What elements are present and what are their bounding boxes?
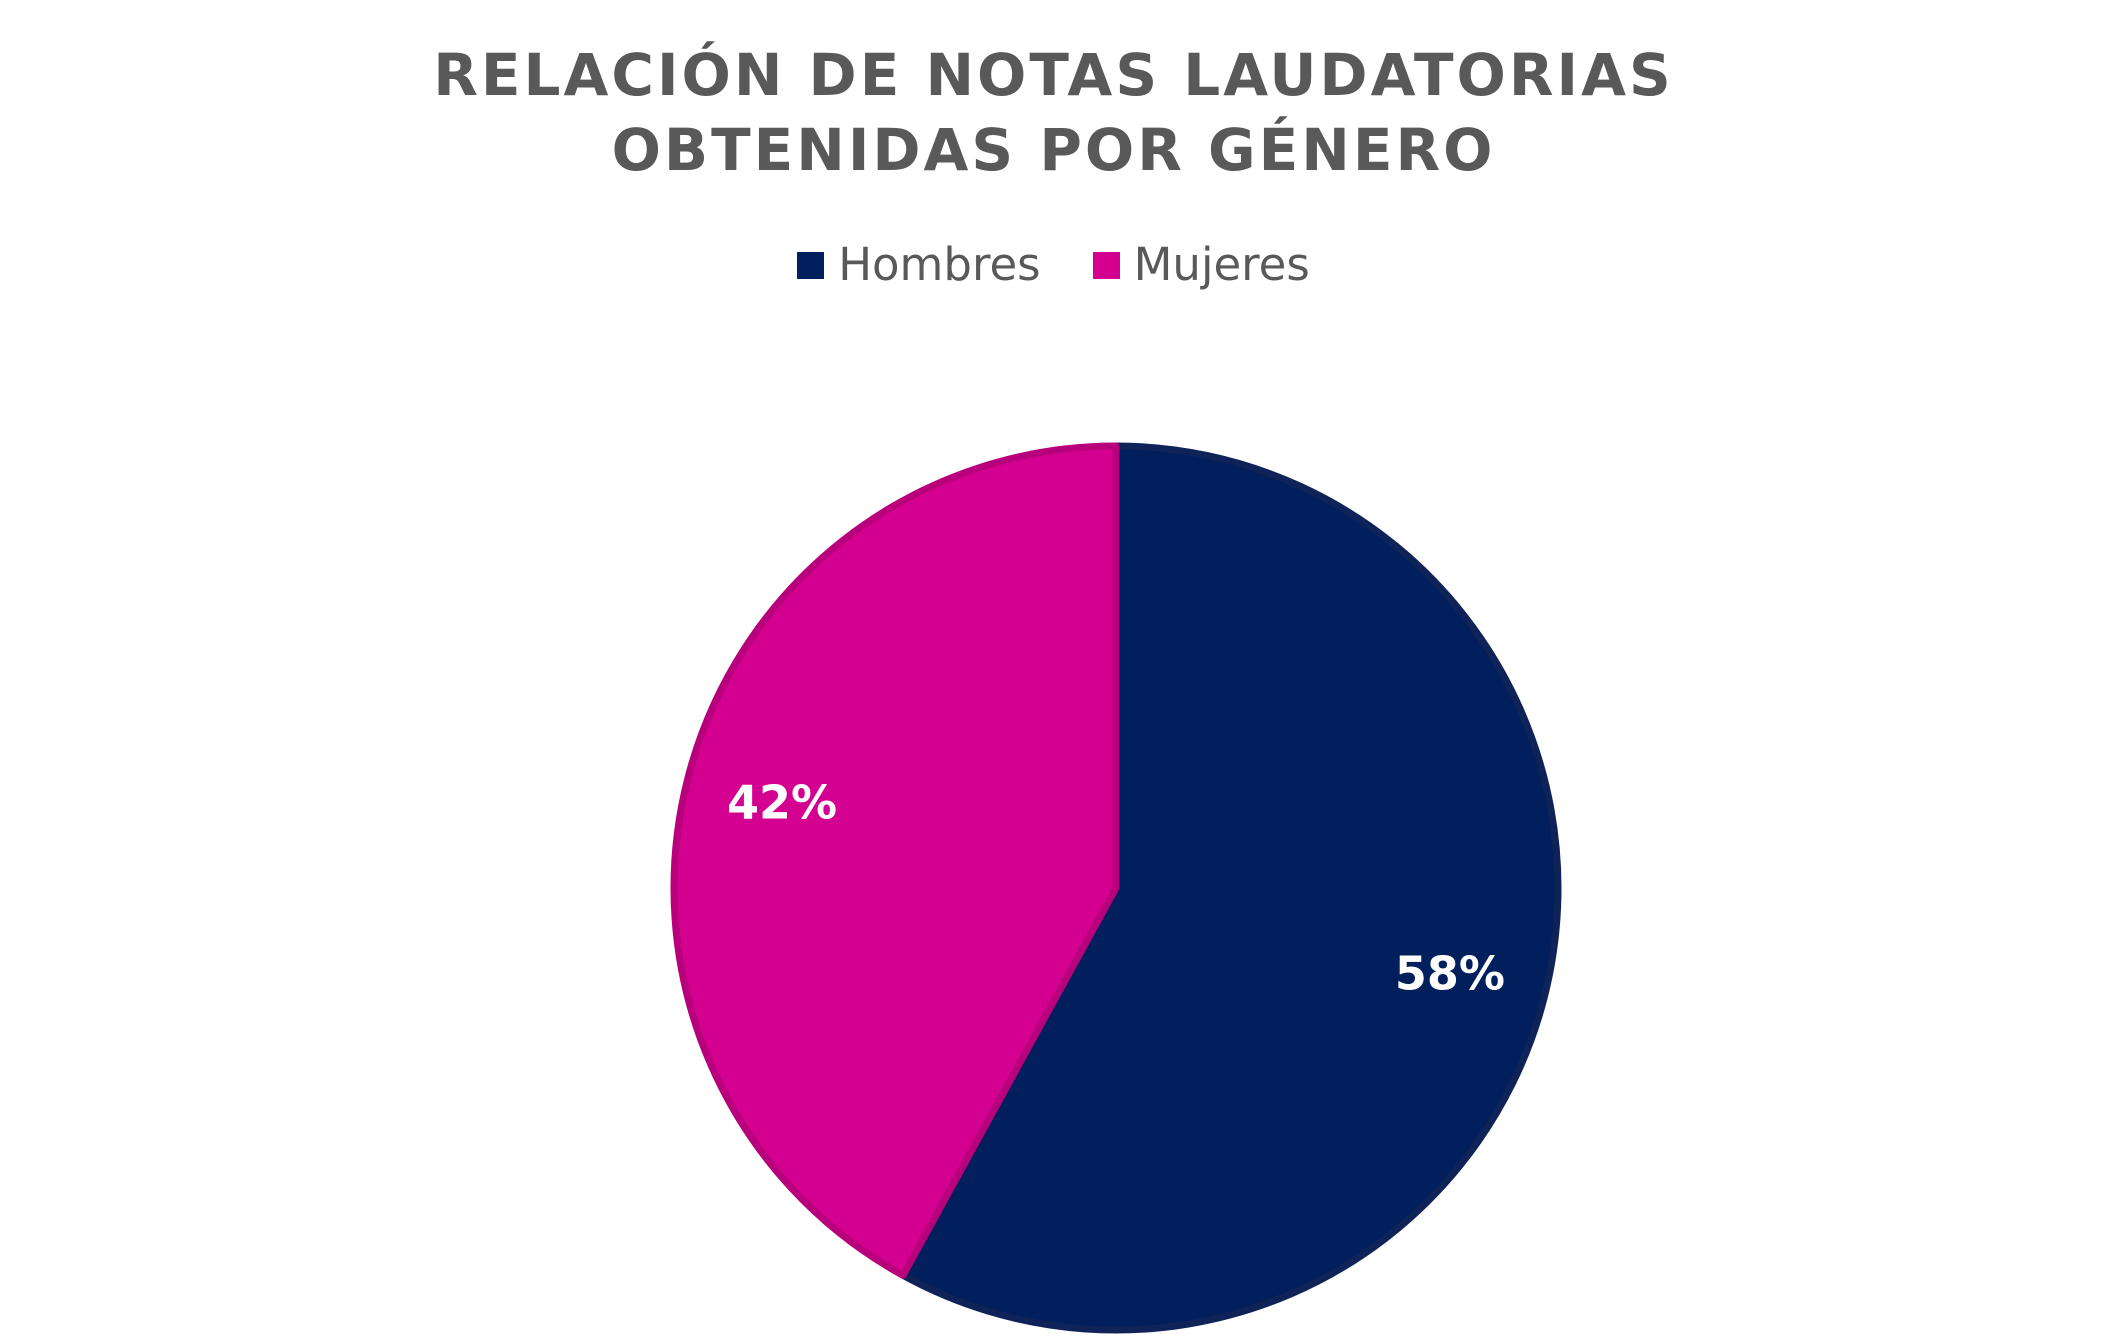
- data-label-hombres: 58%: [1395, 947, 1505, 1001]
- pie-slice-mujeres: [670, 442, 1120, 1279]
- chart-title-line-2: OBTENIDAS POR GÉNERO: [611, 116, 1496, 184]
- legend-item-hombres: Hombres: [797, 238, 1041, 292]
- pie-slice-hombres: [899, 442, 1562, 1334]
- data-label-mujeres: 42%: [727, 775, 837, 829]
- legend-item-mujeres: Mujeres: [1092, 238, 1310, 292]
- legend-swatch-mujeres: [1092, 251, 1120, 279]
- legend-swatch-hombres: [797, 251, 825, 279]
- chart-legend: Hombres Mujeres: [0, 238, 2107, 292]
- chart-title: RELACIÓN DE NOTAS LAUDATORIAS OBTENIDAS …: [0, 38, 2107, 188]
- legend-label-hombres: Hombres: [838, 238, 1041, 291]
- chart-title-line-1: RELACIÓN DE NOTAS LAUDATORIAS: [433, 41, 1674, 109]
- legend-label-mujeres: Mujeres: [1133, 238, 1310, 291]
